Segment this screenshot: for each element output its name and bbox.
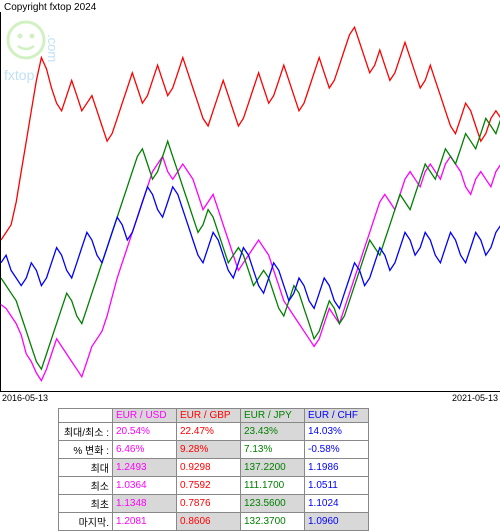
table-cell: 1.0511 (305, 477, 369, 495)
table-cell: 6.46% (113, 441, 177, 459)
table-header: EUR / CHF (305, 409, 369, 423)
table-cell: 1.1024 (305, 495, 369, 513)
row-label: 마지막. (59, 513, 113, 531)
table-cell: 22.47% (177, 423, 241, 441)
table-cell: 123.5600 (241, 495, 305, 513)
table-cell: 0.9298 (177, 459, 241, 477)
series-eur-chf (1, 187, 500, 309)
table-cell: 0.7592 (177, 477, 241, 495)
table-cell: 1.1986 (305, 459, 369, 477)
table-cell: 20.54% (113, 423, 177, 441)
row-label: 최초 (59, 495, 113, 513)
table-cell: 111.1700 (241, 477, 305, 495)
table-cell: 0.7876 (177, 495, 241, 513)
table-cell: -0.58% (305, 441, 369, 459)
table-cell: 137.2200 (241, 459, 305, 477)
series-eur-jpy (1, 118, 500, 369)
table-cell: 9.28% (177, 441, 241, 459)
row-label: 최소 (59, 477, 113, 495)
table-cell: 132.3700 (241, 513, 305, 531)
row-label: 최대/최소 : (59, 423, 113, 441)
table-header: EUR / JPY (241, 409, 305, 423)
table-header: EUR / USD (113, 409, 177, 423)
row-label: % 변화 : (59, 441, 113, 459)
table-cell: 1.2493 (113, 459, 177, 477)
table-cell: 23.43% (241, 423, 305, 441)
stats-table: EUR / USDEUR / GBPEUR / JPYEUR / CHF 최대/최… (58, 408, 369, 531)
line-chart (0, 12, 500, 392)
table-cell: 1.0364 (113, 477, 177, 495)
table-cell: 0.8606 (177, 513, 241, 531)
table-corner (59, 409, 113, 423)
table-cell: 1.2081 (113, 513, 177, 531)
table-cell: 1.0960 (305, 513, 369, 531)
series-eur-gbp (1, 27, 500, 240)
x-axis-end-label: 2021-05-13 (452, 393, 498, 403)
row-label: 최대 (59, 459, 113, 477)
table-cell: 14.03% (305, 423, 369, 441)
table-cell: 7.13% (241, 441, 305, 459)
x-axis-start-label: 2016-05-13 (2, 393, 48, 403)
table-header: EUR / GBP (177, 409, 241, 423)
table-cell: 1.1348 (113, 495, 177, 513)
chart-canvas (1, 12, 500, 392)
series-eur-usd (1, 156, 500, 380)
